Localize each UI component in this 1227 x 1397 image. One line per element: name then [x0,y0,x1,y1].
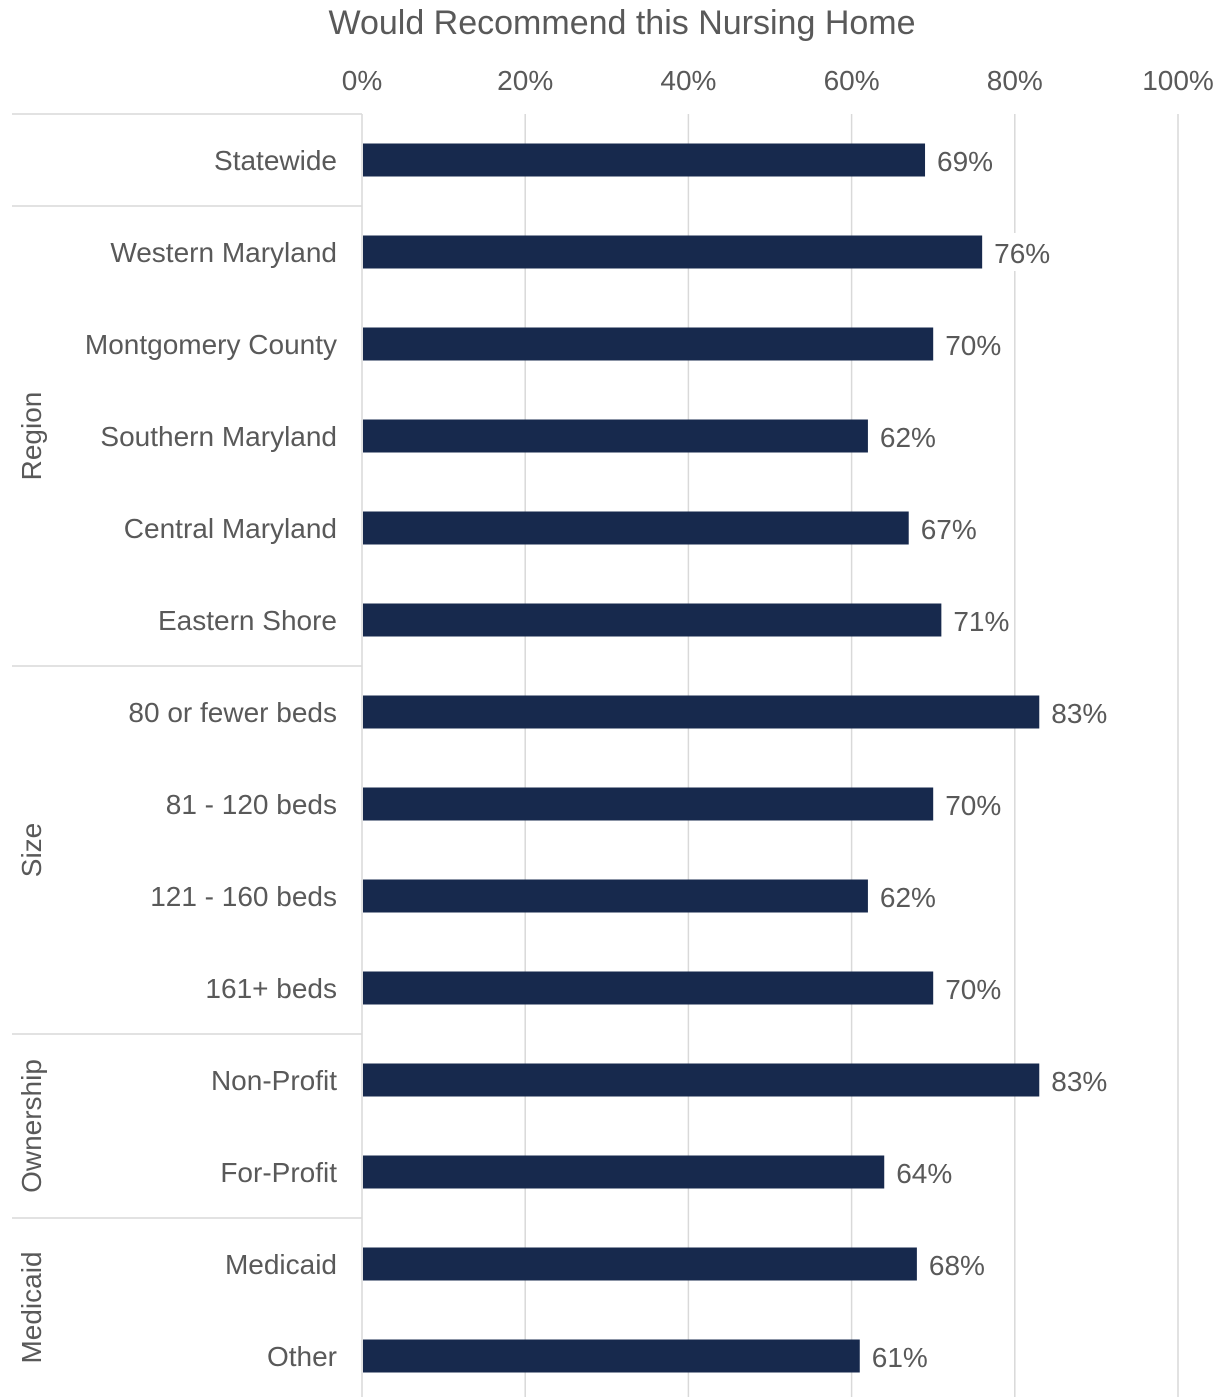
group-labels: Region Size Ownership Medicaid [16,392,47,1364]
x-axis-ticks: 0% 20% 40% 60% 80% 100% [342,65,1214,96]
data-label-background [1043,1061,1108,1099]
data-label: 70% [945,974,1001,1005]
data-label-background [1043,693,1108,731]
data-label: 67% [921,514,977,545]
category-label: Montgomery County [85,329,337,360]
bar [363,143,926,177]
x-tick-label: 20% [497,65,553,96]
data-label: 68% [929,1250,985,1281]
category-label: Central Maryland [124,513,337,544]
data-label-background [986,233,1051,271]
data-label: 64% [896,1158,952,1189]
bar [363,511,909,545]
category-label: Southern Maryland [100,421,337,452]
bars [363,143,1040,1373]
x-tick-label: 80% [987,65,1043,96]
data-label: 70% [945,330,1001,361]
x-tick-label: 100% [1142,65,1214,96]
gridlines [361,114,1179,1397]
group-label: Size [16,823,47,877]
group-label: Medicaid [16,1251,47,1363]
data-label: 83% [1051,698,1107,729]
data-label-background [937,785,1002,823]
category-label: For-Profit [220,1157,337,1188]
data-label: 62% [880,882,936,913]
bar [363,327,934,361]
category-label: Non-Profit [211,1065,337,1096]
data-label-background [920,1245,985,1283]
category-label: Western Maryland [110,237,337,268]
data-label: 70% [945,790,1001,821]
data-label: 71% [953,606,1009,637]
data-label: 61% [872,1342,928,1373]
x-tick-label: 40% [660,65,716,96]
category-label: Eastern Shore [158,605,337,636]
category-label: Statewide [214,145,337,176]
data-label-background [912,509,977,547]
x-tick-label: 60% [824,65,880,96]
group-separators [12,113,362,1219]
category-label: 161+ beds [205,973,337,1004]
bar [363,971,934,1005]
data-label-background [929,141,994,179]
bar [363,695,1040,729]
bar [363,603,942,637]
category-label: Other [267,1341,337,1372]
data-label: 83% [1051,1066,1107,1097]
category-label: 81 - 120 beds [166,789,337,820]
group-label: Ownership [16,1059,47,1193]
data-label: 76% [994,238,1050,269]
category-label: 121 - 160 beds [150,881,337,912]
bar [363,419,868,453]
bar [363,1063,1040,1097]
bar [363,235,983,269]
category-label: Medicaid [225,1249,337,1280]
data-label-background [888,1153,953,1191]
bar [363,1339,860,1373]
bar [363,879,868,913]
data-labels: 69% 76% 70% 62% 67% 71% 83% 70% 62% 70% 83% 64% 68% 6… [863,141,1108,1375]
data-label-background [871,417,936,455]
x-tick-label: 0% [342,65,382,96]
bar [363,1155,885,1189]
data-label-background [937,969,1002,1007]
data-label-background [937,325,1002,363]
data-label-background [945,601,1010,639]
data-label-background [871,877,936,915]
data-label: 62% [880,422,936,453]
category-labels: Statewide Western Maryland Montgomery Coun… [85,145,337,1372]
chart-title: Would Recommend this Nursing Home [328,4,915,42]
bar [363,1247,917,1281]
data-label-background [863,1337,928,1375]
data-label: 69% [937,146,993,177]
category-label: 80 or fewer beds [128,697,337,728]
group-label: Region [16,392,47,481]
bar [363,787,934,821]
